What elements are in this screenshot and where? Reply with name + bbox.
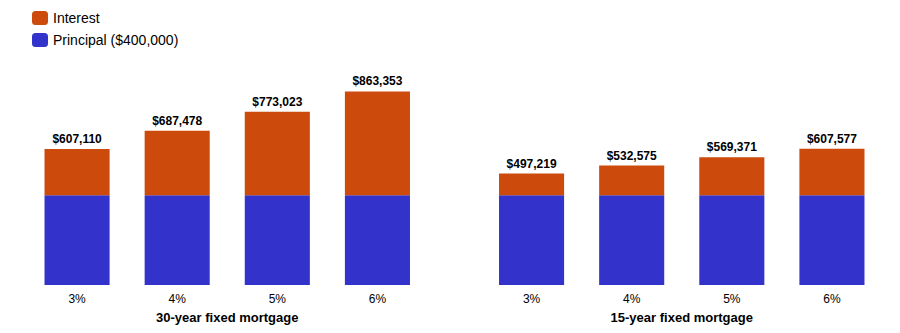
svg-text:Interest: Interest xyxy=(53,10,100,26)
svg-text:$497,219: $497,219 xyxy=(507,157,557,171)
svg-text:$607,577: $607,577 xyxy=(807,132,857,146)
svg-text:$773,023: $773,023 xyxy=(252,95,302,109)
svg-text:$863,353: $863,353 xyxy=(352,74,402,88)
svg-text:4%: 4% xyxy=(623,292,641,306)
svg-text:3%: 3% xyxy=(523,292,541,306)
svg-text:5%: 5% xyxy=(723,292,741,306)
svg-text:3%: 3% xyxy=(68,292,86,306)
svg-text:30-year fixed mortgage: 30-year fixed mortgage xyxy=(156,310,298,325)
svg-text:Principal ($400,000): Principal ($400,000) xyxy=(53,32,178,48)
svg-text:$532,575: $532,575 xyxy=(607,149,657,163)
svg-text:$569,371: $569,371 xyxy=(707,140,757,154)
svg-text:$607,110: $607,110 xyxy=(52,132,102,146)
svg-text:6%: 6% xyxy=(369,292,387,306)
svg-text:4%: 4% xyxy=(169,292,187,306)
svg-text:15-year fixed mortgage: 15-year fixed mortgage xyxy=(611,310,753,325)
svg-text:6%: 6% xyxy=(823,292,841,306)
svg-text:5%: 5% xyxy=(269,292,287,306)
svg-text:$687,478: $687,478 xyxy=(152,114,202,128)
